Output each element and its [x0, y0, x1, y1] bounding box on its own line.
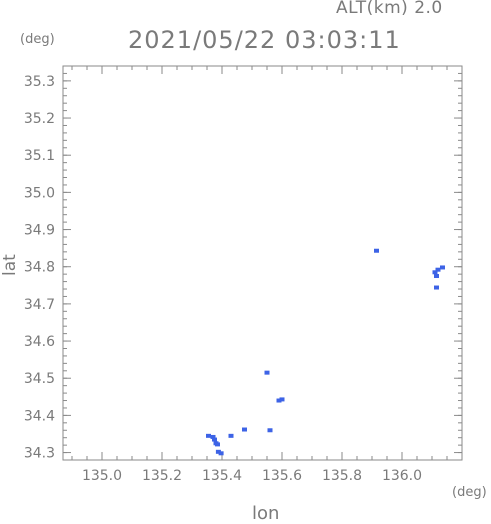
data-point: [432, 270, 438, 275]
x-tick-label: 135.8: [322, 468, 362, 484]
x-tick-label: 135.2: [142, 468, 182, 484]
y-tick-label: 34.9: [24, 223, 55, 239]
x-tick-label: 135.6: [262, 468, 302, 484]
data-point: [434, 274, 439, 279]
y-tick-label: 34.3: [24, 446, 55, 462]
x-tick-label: 135.0: [82, 468, 122, 484]
y-tick-label: 35.3: [24, 74, 55, 90]
data-point: [206, 433, 211, 438]
y-tick-label: 35.0: [24, 185, 55, 201]
x-unit-label: (deg): [452, 485, 487, 500]
y-tick-label: 34.4: [24, 408, 55, 424]
data-point: [440, 265, 445, 270]
x-tick-label: 135.4: [202, 468, 242, 484]
data-point: [279, 397, 285, 402]
data-point: [435, 267, 441, 272]
data-point: [267, 428, 273, 433]
data-point: [215, 449, 221, 454]
data-point: [264, 370, 270, 375]
y-tick-label: 34.8: [24, 260, 55, 276]
data-point: [212, 437, 217, 442]
data-point: [228, 433, 234, 438]
chart-title-datetime: 2021/05/22 03:03:11: [128, 26, 401, 54]
y-tick-label: 34.6: [24, 334, 55, 350]
data-point: [434, 285, 439, 290]
y-tick-label: 35.1: [24, 148, 55, 164]
data-point: [215, 442, 220, 447]
y-tick-label: 35.2: [24, 111, 55, 127]
y-unit-label: (deg): [20, 32, 55, 47]
data-point: [374, 248, 379, 253]
x-axis-label: lon: [252, 503, 280, 524]
altitude-label: ALT(km) 2.0: [336, 0, 443, 18]
y-tick-label: 34.7: [24, 297, 55, 313]
y-tick-label: 34.5: [24, 371, 55, 387]
plot-frame: [62, 65, 463, 461]
data-point: [242, 427, 247, 432]
data-point: [276, 398, 282, 403]
data-point: [218, 451, 224, 456]
data-point: [210, 434, 216, 439]
x-tick-label: 136.0: [382, 468, 422, 484]
